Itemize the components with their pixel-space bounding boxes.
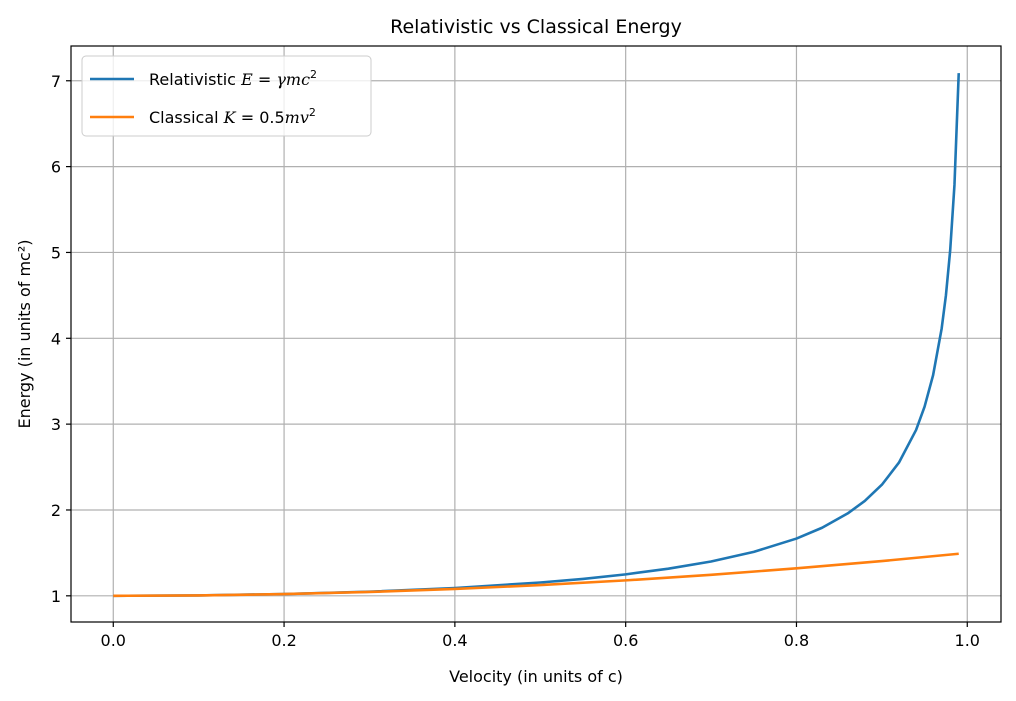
plot-frame: [70, 45, 1002, 623]
legend-label: Relativistic E = γmc2: [149, 68, 317, 89]
legend-label-prefix: Relativistic: [149, 70, 241, 89]
x-tick-label: 0.0: [101, 631, 126, 650]
legend-formula-eq: = 0.5: [236, 108, 285, 127]
legend-formula-eq: =: [253, 70, 277, 89]
legend-formula-exponent: 2: [309, 106, 316, 119]
y-axis-label: Energy (in units of mc²): [15, 240, 34, 429]
axis-ticks: 0.0 0.2 0.4 0.6 0.8 1.0 1 2 3 4 5 6 7: [51, 72, 980, 650]
y-tick-label: 7: [51, 72, 61, 91]
y-tick-label: 1: [51, 587, 61, 606]
y-tick-label: 3: [51, 415, 61, 434]
legend-formula-exponent: 2: [310, 68, 317, 81]
x-tick-label: 0.4: [442, 631, 467, 650]
legend-box: [81, 55, 372, 137]
x-tick-label: 1.0: [955, 631, 980, 650]
legend-formula-term: mv: [285, 108, 309, 127]
y-tick-label: 2: [51, 501, 61, 520]
legend-formula-var: E: [240, 70, 253, 89]
grid-lines: [71, 46, 1001, 622]
legend-label: Classical K = 0.5mv2: [149, 106, 316, 127]
legend-label-prefix: Classical: [149, 108, 224, 127]
y-tick-label: 5: [51, 243, 61, 262]
legend-formula-var: K: [223, 108, 237, 127]
chart-title: Relativistic vs Classical Energy: [390, 16, 682, 38]
x-tick-label: 0.6: [613, 631, 638, 650]
legend-formula-term: γmc: [276, 70, 310, 89]
x-tick-label: 0.8: [784, 631, 809, 650]
x-tick-label: 0.2: [271, 631, 296, 650]
x-axis-label: Velocity (in units of c): [449, 667, 623, 686]
series-lines: [113, 73, 961, 598]
y-tick-label: 6: [51, 158, 61, 177]
y-tick-label: 4: [51, 329, 61, 348]
classical-series-line: [113, 552, 959, 598]
